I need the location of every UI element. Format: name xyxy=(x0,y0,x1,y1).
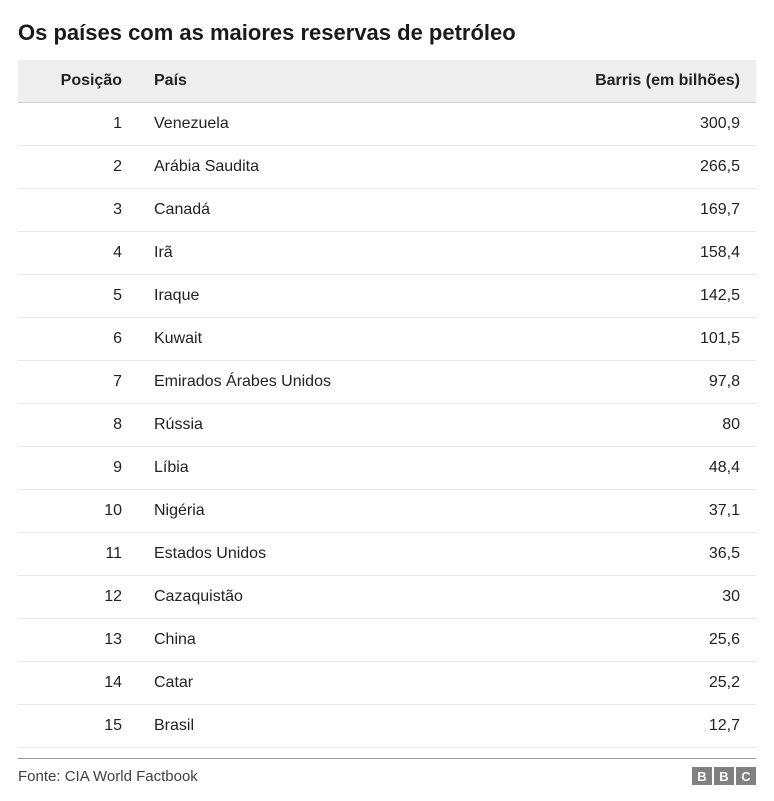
cell-country: Kuwait xyxy=(138,318,536,361)
cell-position: 6 xyxy=(18,318,138,361)
cell-barrels: 300,9 xyxy=(536,103,756,146)
cell-country: China xyxy=(138,619,536,662)
cell-country: Rússia xyxy=(138,404,536,447)
bbc-logo-icon: B B C xyxy=(692,767,756,785)
table-row: 4 Irã 158,4 xyxy=(18,232,756,275)
cell-position: 9 xyxy=(18,447,138,490)
cell-country: Iraque xyxy=(138,275,536,318)
cell-position: 12 xyxy=(18,576,138,619)
table-header-row: Posição País Barris (em bilhões) xyxy=(18,60,756,103)
col-header-position: Posição xyxy=(18,60,138,103)
cell-country: Estados Unidos xyxy=(138,533,536,576)
cell-country: Catar xyxy=(138,662,536,705)
cell-barrels: 266,5 xyxy=(536,146,756,189)
cell-position: 4 xyxy=(18,232,138,275)
cell-barrels: 142,5 xyxy=(536,275,756,318)
cell-country: Nigéria xyxy=(138,490,536,533)
cell-position: 15 xyxy=(18,705,138,748)
cell-barrels: 48,4 xyxy=(536,447,756,490)
table-row: 9 Líbia 48,4 xyxy=(18,447,756,490)
cell-barrels: 169,7 xyxy=(536,189,756,232)
cell-position: 10 xyxy=(18,490,138,533)
table-row: 2 Arábia Saudita 266,5 xyxy=(18,146,756,189)
table-row: 10 Nigéria 37,1 xyxy=(18,490,756,533)
bbc-logo-letter: B xyxy=(714,767,734,785)
cell-barrels: 25,6 xyxy=(536,619,756,662)
cell-barrels: 30 xyxy=(536,576,756,619)
cell-position: 13 xyxy=(18,619,138,662)
page-title: Os países com as maiores reservas de pet… xyxy=(18,20,756,46)
table-row: 8 Rússia 80 xyxy=(18,404,756,447)
table-row: 1 Venezuela 300,9 xyxy=(18,103,756,146)
table-row: 15 Brasil 12,7 xyxy=(18,705,756,748)
table-row: 6 Kuwait 101,5 xyxy=(18,318,756,361)
cell-country: Emirados Árabes Unidos xyxy=(138,361,536,404)
cell-country: Líbia xyxy=(138,447,536,490)
cell-barrels: 12,7 xyxy=(536,705,756,748)
cell-position: 11 xyxy=(18,533,138,576)
bbc-logo-letter: C xyxy=(736,767,756,785)
table-row: 14 Catar 25,2 xyxy=(18,662,756,705)
cell-barrels: 25,2 xyxy=(536,662,756,705)
cell-barrels: 158,4 xyxy=(536,232,756,275)
table-row: 12 Cazaquistão 30 xyxy=(18,576,756,619)
cell-position: 14 xyxy=(18,662,138,705)
cell-barrels: 80 xyxy=(536,404,756,447)
bbc-logo-letter: B xyxy=(692,767,712,785)
source-text: Fonte: CIA World Factbook xyxy=(18,768,198,785)
cell-position: 2 xyxy=(18,146,138,189)
table-body: 1 Venezuela 300,9 2 Arábia Saudita 266,5… xyxy=(18,103,756,748)
table-row: 3 Canadá 169,7 xyxy=(18,189,756,232)
cell-country: Cazaquistão xyxy=(138,576,536,619)
cell-country: Arábia Saudita xyxy=(138,146,536,189)
table-row: 11 Estados Unidos 36,5 xyxy=(18,533,756,576)
cell-barrels: 37,1 xyxy=(536,490,756,533)
reserves-table: Posição País Barris (em bilhões) 1 Venez… xyxy=(18,60,756,748)
table-row: 7 Emirados Árabes Unidos 97,8 xyxy=(18,361,756,404)
cell-barrels: 97,8 xyxy=(536,361,756,404)
cell-position: 1 xyxy=(18,103,138,146)
cell-barrels: 36,5 xyxy=(536,533,756,576)
col-header-country: País xyxy=(138,60,536,103)
table-row: 5 Iraque 142,5 xyxy=(18,275,756,318)
cell-position: 7 xyxy=(18,361,138,404)
cell-position: 3 xyxy=(18,189,138,232)
cell-position: 8 xyxy=(18,404,138,447)
cell-country: Brasil xyxy=(138,705,536,748)
cell-position: 5 xyxy=(18,275,138,318)
col-header-barrels: Barris (em bilhões) xyxy=(536,60,756,103)
table-row: 13 China 25,6 xyxy=(18,619,756,662)
cell-barrels: 101,5 xyxy=(536,318,756,361)
cell-country: Canadá xyxy=(138,189,536,232)
cell-country: Irã xyxy=(138,232,536,275)
cell-country: Venezuela xyxy=(138,103,536,146)
footer: Fonte: CIA World Factbook B B C xyxy=(18,758,756,785)
